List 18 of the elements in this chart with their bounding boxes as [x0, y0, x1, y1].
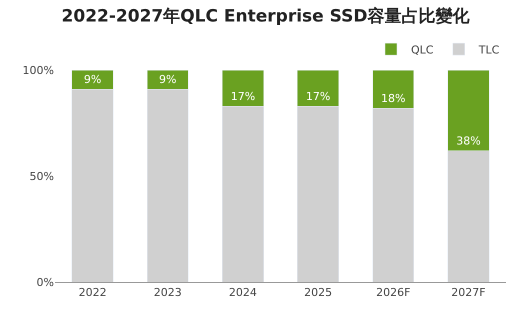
data-label: 17% — [230, 90, 256, 104]
x-tick-label: 2025 — [304, 286, 332, 300]
x-tick-label: 2022 — [78, 286, 107, 300]
y-tick-label: 50% — [30, 170, 54, 183]
y-tick-label: 100% — [22, 64, 54, 77]
legend-label: TLC — [478, 43, 500, 56]
x-tick-label: 2024 — [228, 286, 257, 300]
chart-title: 2022-2027年QLC Enterprise SSD容量占比變化 — [62, 6, 470, 26]
data-label: 9% — [159, 73, 176, 86]
x-tick-label: 2026F — [376, 286, 410, 300]
x-tick-label: 2027F — [451, 286, 486, 300]
data-label: 18% — [381, 92, 406, 106]
data-label: 17% — [306, 90, 330, 104]
data-label: 9% — [84, 73, 102, 86]
legend-label: QLC — [411, 43, 434, 56]
y-tick-label: 0% — [36, 276, 54, 289]
data-label: 38% — [456, 134, 481, 148]
x-tick-label: 2023 — [154, 286, 182, 300]
